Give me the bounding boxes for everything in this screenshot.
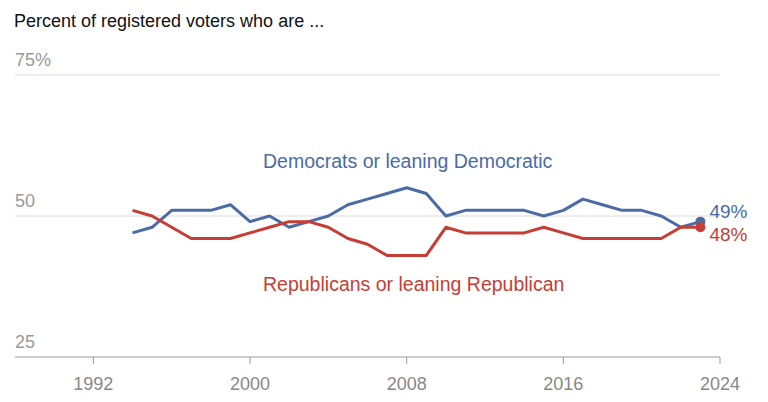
plot-area (133, 188, 701, 256)
x-tick (563, 357, 564, 364)
chart: Percent of registered voters who are ...… (0, 0, 768, 402)
x-tick (93, 357, 94, 364)
grid-line (15, 75, 720, 76)
x-tick-label: 2024 (700, 374, 740, 394)
x-tick-label: 2008 (387, 374, 427, 394)
title: Percent of registered voters who are ... (14, 11, 324, 31)
series-label: Republicans or leaning Republican (263, 273, 564, 295)
y-tick-label: 25 (15, 332, 35, 352)
x-axis-line (15, 357, 720, 358)
x-tick-label: 2016 (543, 374, 583, 394)
data-label: 48% (709, 224, 747, 245)
y-tick-label: 75% (15, 50, 51, 70)
end-point (695, 222, 705, 232)
data-label: 49% (709, 201, 747, 222)
series-label: Democrats or leaning Democratic (263, 150, 553, 172)
x-tick (250, 357, 251, 364)
x-tick-label: 2000 (230, 374, 270, 394)
grid-line (15, 216, 720, 217)
series-line (133, 188, 701, 233)
x-tick (720, 357, 721, 364)
x-tick-label: 1992 (73, 374, 113, 394)
series-line (133, 210, 701, 255)
x-tick (406, 357, 407, 364)
y-tick-label: 50 (15, 191, 35, 211)
